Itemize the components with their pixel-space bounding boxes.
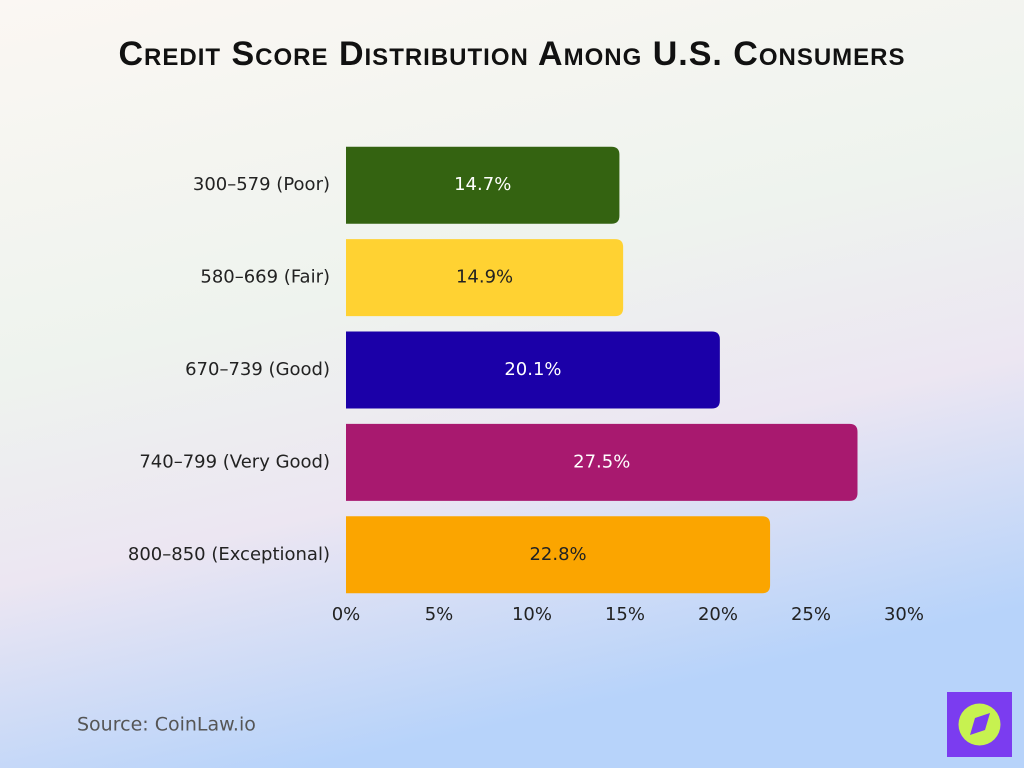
- value-label: 14.9%: [456, 267, 513, 288]
- source: Source: CoinLaw.io: [77, 714, 256, 736]
- chart-title: Credit Score Distribution Among U.S. Con…: [119, 35, 906, 73]
- logo: [947, 692, 1012, 757]
- bar: [346, 239, 624, 317]
- x-tick-label: 25%: [791, 604, 831, 625]
- x-tick-label: 20%: [698, 604, 738, 625]
- x-tick-label: 10%: [512, 604, 552, 625]
- y-tick-label: 300–579 (Poor): [193, 174, 330, 195]
- value-label: 14.7%: [454, 174, 511, 195]
- bar: [346, 423, 858, 501]
- value-label: 20.1%: [504, 359, 561, 380]
- y-tick-label: 670–739 (Good): [185, 359, 330, 380]
- x-tick-label: 0%: [332, 604, 361, 625]
- y-tick-label: 800–850 (Exceptional): [128, 544, 330, 565]
- y-tick-label: 740–799 (Very Good): [139, 451, 330, 472]
- value-label: 27.5%: [573, 451, 630, 472]
- bar: [346, 516, 771, 594]
- bar: [346, 331, 720, 409]
- x-tick-label: 30%: [884, 604, 924, 625]
- value-label: 22.8%: [529, 544, 586, 565]
- x-tick-label: 15%: [605, 604, 645, 625]
- y-tick-label: 580–669 (Fair): [200, 267, 330, 288]
- bar: [346, 146, 620, 224]
- x-tick-label: 5%: [425, 604, 454, 625]
